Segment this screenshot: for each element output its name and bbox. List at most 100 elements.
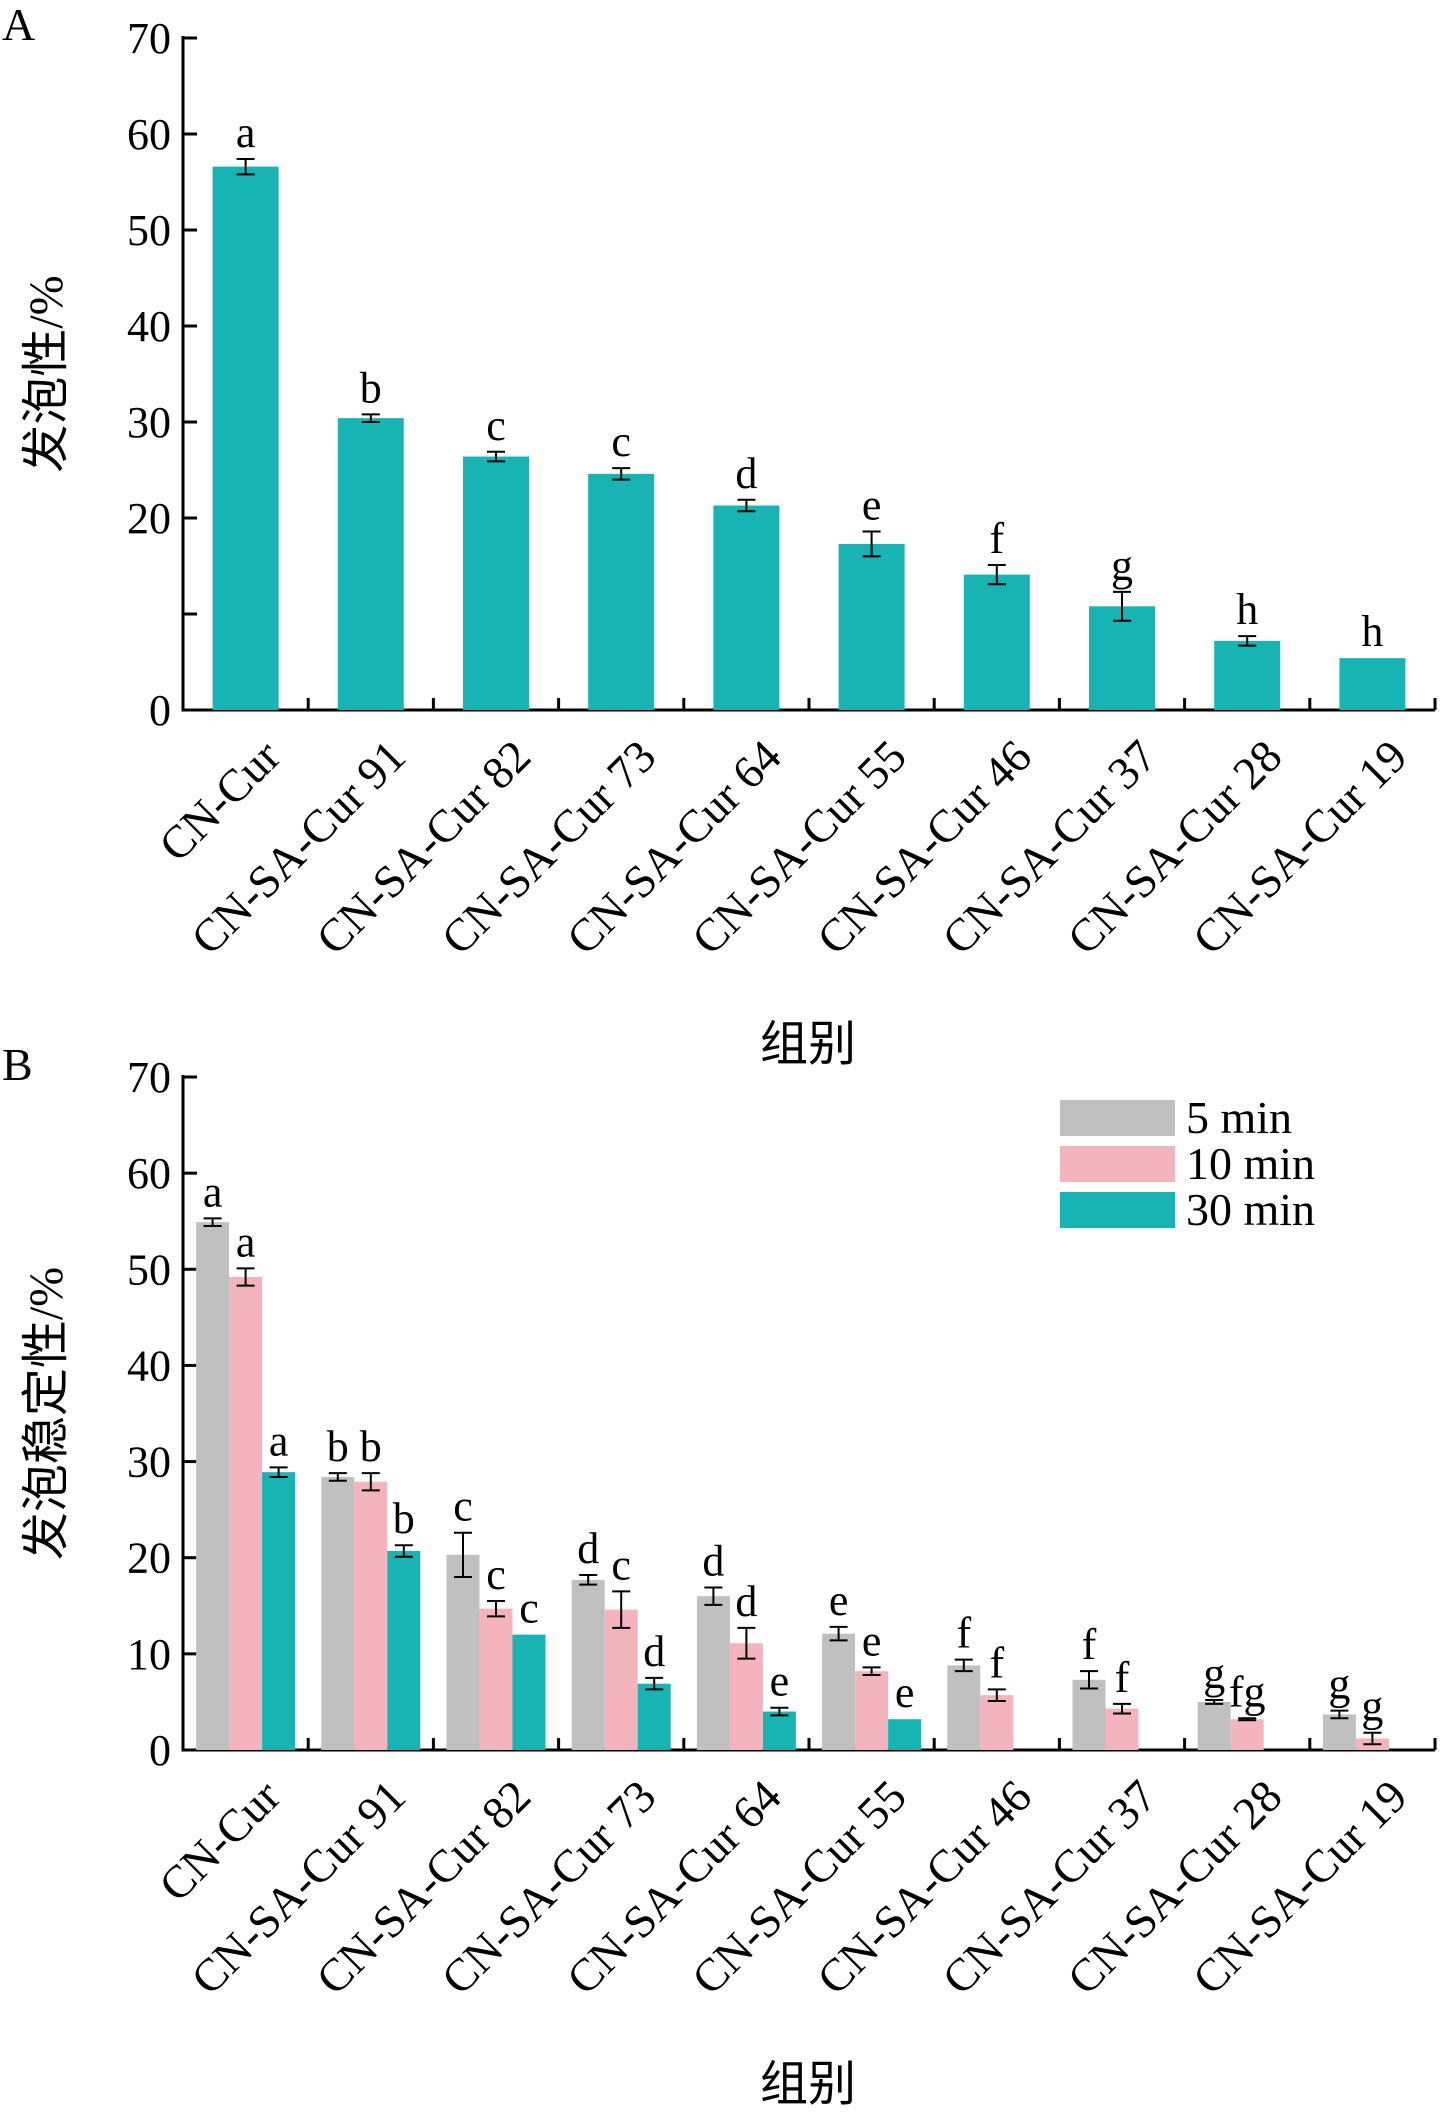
y-tick-label: 30 — [127, 1438, 171, 1487]
y-tick-label: 0 — [149, 1726, 171, 1775]
bar — [387, 1550, 421, 1750]
y-tick-label: 40 — [127, 1341, 171, 1390]
legend-swatch — [1060, 1192, 1175, 1228]
y-tick-label: 10 — [127, 1630, 171, 1679]
bar — [571, 1579, 605, 1750]
significance-letter: f — [956, 1609, 971, 1658]
bar — [1089, 606, 1155, 710]
category-label: CN-SA-Cur 91 — [181, 730, 415, 964]
bar — [980, 1695, 1014, 1750]
x-axis-label: 组别 — [760, 2058, 856, 2111]
category-label: CN-SA-Cur 91 — [181, 1770, 415, 2004]
y-tick-label: 20 — [127, 494, 171, 543]
bar — [1105, 1708, 1139, 1750]
significance-letter: g — [1361, 1682, 1383, 1731]
category-label: CN-SA-Cur 28 — [1058, 1770, 1292, 2004]
significance-letter: f — [1115, 1653, 1130, 1702]
category-label: CN-SA-Cur 19 — [1183, 730, 1417, 964]
significance-letter: e — [770, 1657, 790, 1706]
bar — [1322, 1714, 1356, 1750]
bar — [446, 1554, 480, 1750]
significance-letter: a — [269, 1416, 289, 1465]
bar — [1230, 1719, 1264, 1750]
significance-letter: b — [360, 363, 382, 412]
bar — [212, 166, 279, 710]
significance-letter: d — [577, 1524, 599, 1573]
bar — [855, 1671, 889, 1750]
bar — [637, 1683, 671, 1750]
significance-letter: a — [236, 108, 256, 157]
significance-letter: b — [327, 1422, 349, 1471]
significance-letter: e — [862, 1616, 882, 1665]
legend-swatch — [1060, 1100, 1175, 1136]
significance-letter: f — [989, 514, 1004, 563]
bar — [262, 1472, 296, 1750]
significance-letter: d — [735, 1577, 757, 1626]
significance-letter: e — [829, 1576, 849, 1625]
y-tick-label: 70 — [127, 1053, 171, 1102]
y-tick-label: 60 — [127, 110, 171, 159]
category-label: CN-SA-Cur 64 — [557, 730, 791, 964]
category-label: CN-SA-Cur 73 — [432, 1770, 666, 2004]
category-label: CN-SA-Cur 28 — [1058, 730, 1292, 964]
significance-letter: d — [702, 1537, 724, 1586]
category-label: CN-SA-Cur 82 — [306, 1770, 540, 2004]
significance-letter: c — [453, 1482, 473, 1531]
y-tick-label: 60 — [127, 1149, 171, 1198]
bar — [1214, 640, 1281, 710]
significance-letter: d — [735, 449, 757, 498]
significance-letter: f — [989, 1638, 1004, 1687]
category-label: CN-SA-Cur 82 — [306, 730, 540, 964]
bar — [963, 574, 1030, 710]
category-label: CN-SA-Cur 55 — [682, 1770, 916, 2004]
bar — [822, 1633, 856, 1750]
significance-letter: c — [611, 417, 631, 466]
bar — [1072, 1679, 1106, 1750]
significance-letter: a — [236, 1217, 256, 1266]
significance-letter: g — [1203, 1649, 1225, 1698]
significance-letter: d — [643, 1627, 665, 1676]
y-tick-label: 20 — [127, 1534, 171, 1583]
bar — [696, 1596, 730, 1750]
significance-letter: a — [203, 1167, 223, 1216]
y-tick-label: 40 — [127, 302, 171, 351]
significance-letter: g — [1111, 541, 1133, 590]
bar — [463, 456, 529, 710]
bar — [512, 1634, 546, 1750]
category-label: CN-SA-Cur 73 — [432, 730, 666, 964]
significance-letter: f — [1082, 1620, 1097, 1669]
significance-letter: h — [1236, 585, 1258, 634]
panel-a-label: A — [2, 0, 35, 50]
significance-letter: c — [519, 1584, 539, 1633]
category-label: CN-SA-Cur 46 — [807, 1770, 1041, 2004]
x-axis-label: 组别 — [760, 1018, 856, 1071]
y-axis-label: 发泡稳定性/% — [20, 1267, 73, 1560]
significance-letter: e — [895, 1668, 915, 1717]
significance-letter: fg — [1229, 1667, 1266, 1716]
legend-label: 5 min — [1186, 1092, 1292, 1143]
bar — [762, 1711, 796, 1750]
y-tick-label: 0 — [149, 686, 171, 735]
category-label: CN-SA-Cur 37 — [932, 1770, 1166, 2004]
bar — [196, 1222, 230, 1750]
category-label: CN-SA-Cur 19 — [1183, 1770, 1417, 2004]
bar — [588, 473, 655, 710]
significance-letter: g — [1328, 1660, 1350, 1709]
bar — [713, 505, 780, 710]
panel-b-label: B — [2, 1039, 33, 1090]
y-tick-label: 70 — [127, 14, 171, 63]
bar — [229, 1276, 263, 1750]
bar — [888, 1719, 922, 1750]
significance-letter: c — [486, 401, 506, 450]
legend-swatch — [1060, 1146, 1175, 1182]
significance-letter: e — [862, 480, 882, 529]
category-label: CN-SA-Cur 46 — [807, 730, 1041, 964]
significance-letter: b — [393, 1494, 415, 1543]
y-tick-label: 30 — [127, 398, 171, 447]
bar — [354, 1481, 388, 1750]
category-label: CN-SA-Cur 64 — [557, 1770, 791, 2004]
legend-label: 30 min — [1186, 1184, 1315, 1235]
bar — [1197, 1701, 1231, 1750]
